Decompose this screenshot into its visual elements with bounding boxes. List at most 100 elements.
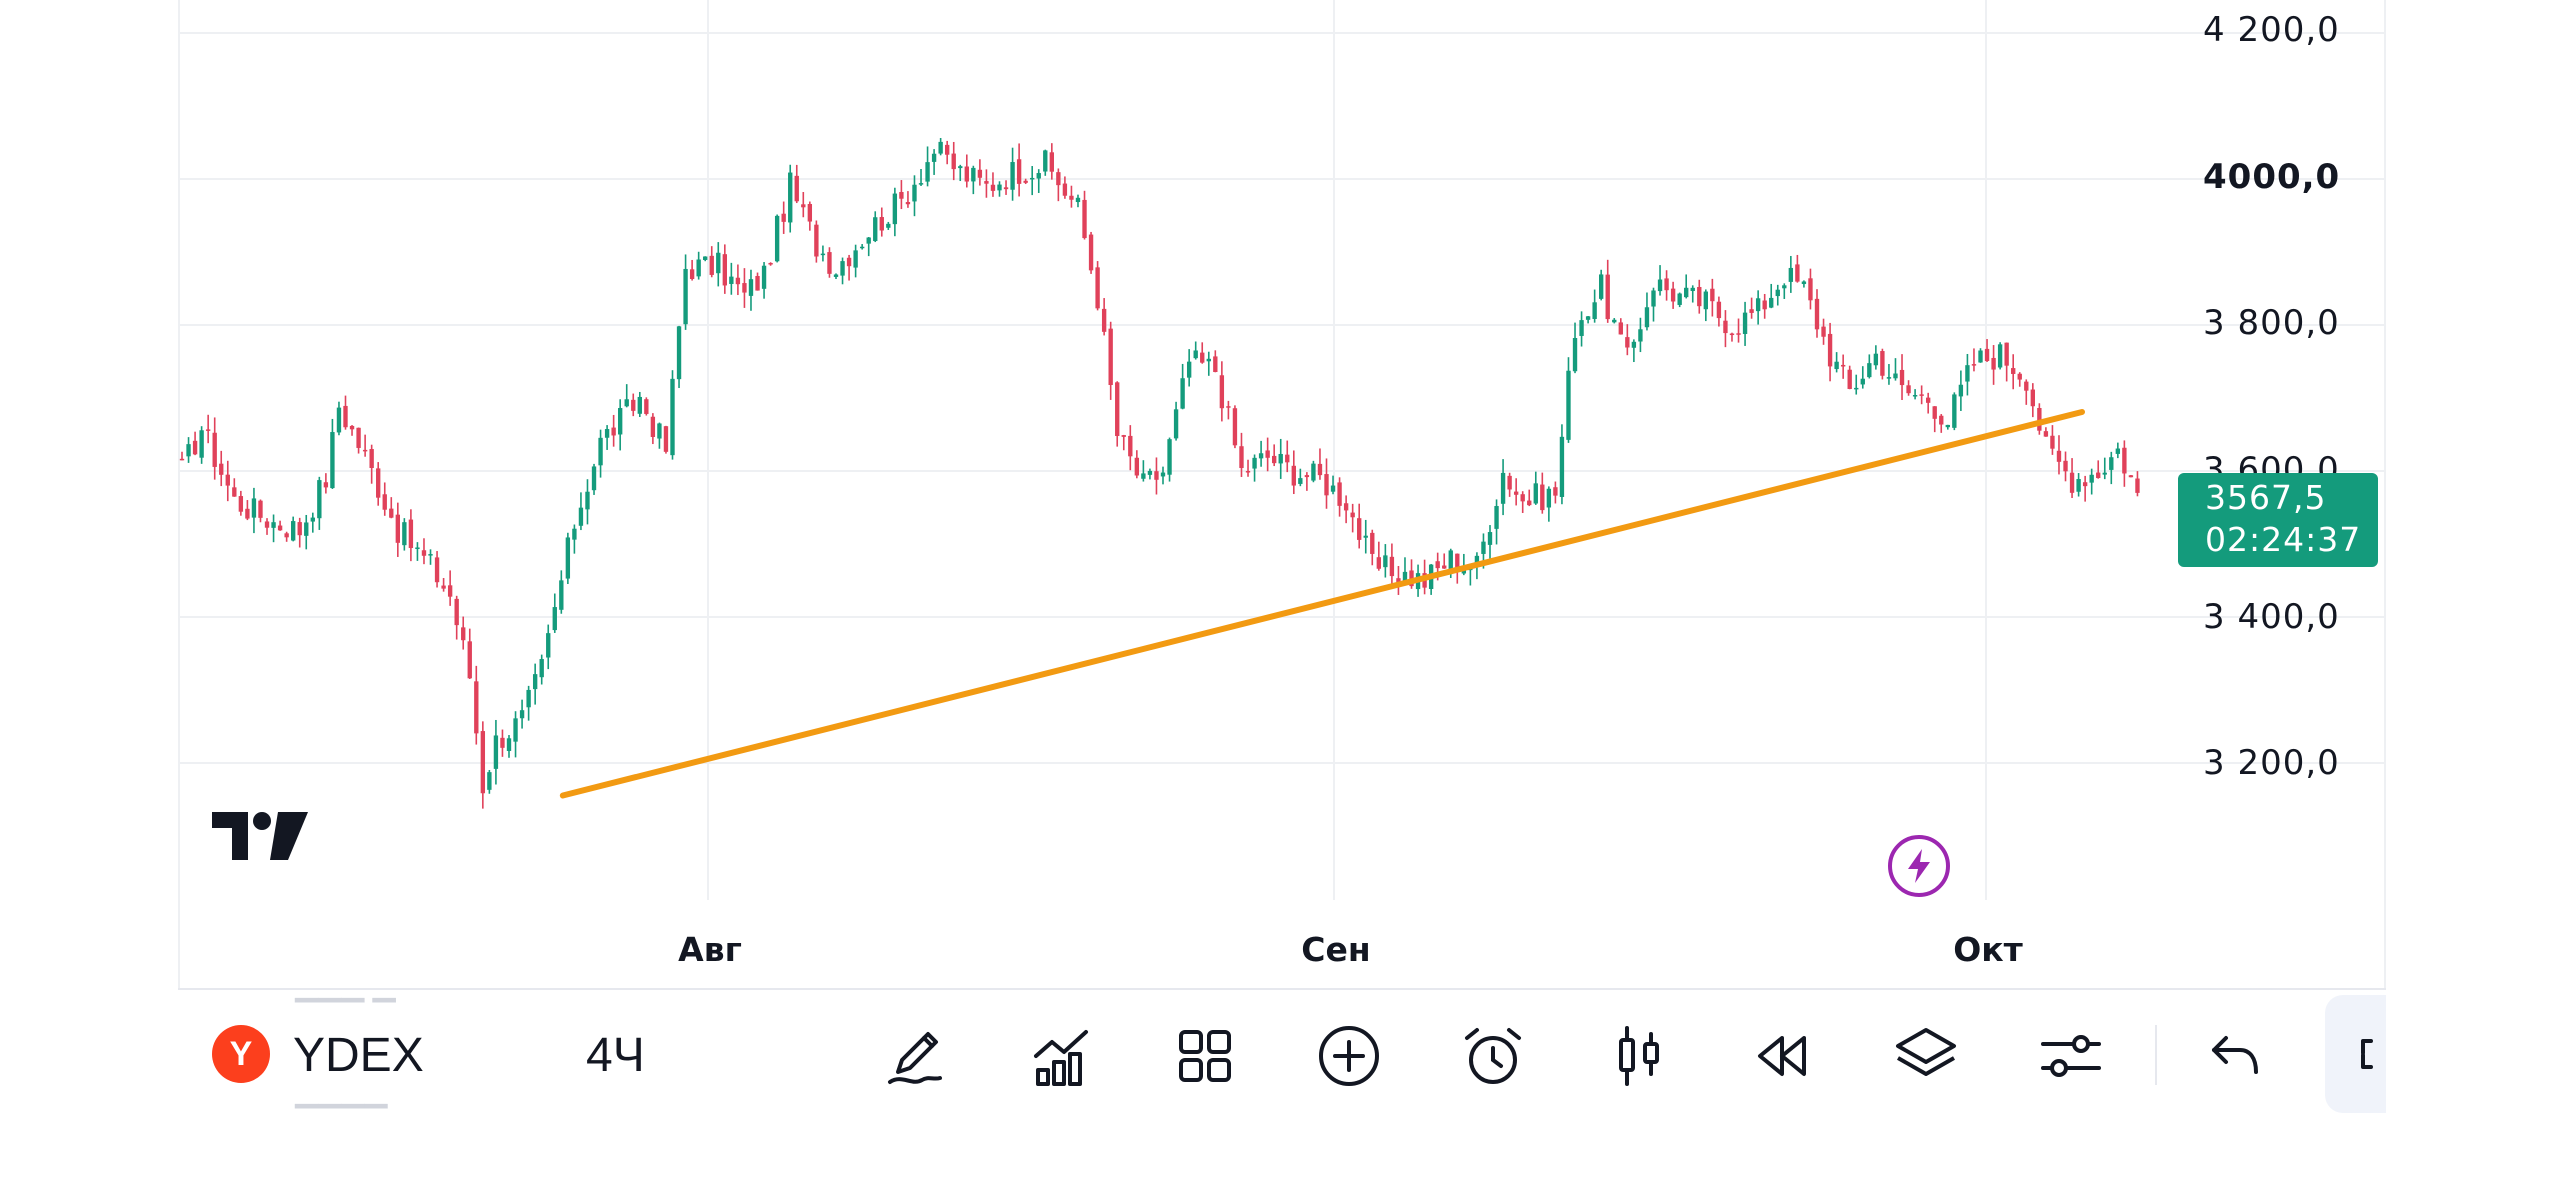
candle [493, 719, 499, 785]
candle [212, 417, 217, 480]
candle-body [2043, 431, 2049, 437]
undo-button[interactable] [2200, 1020, 2272, 1092]
candle-body [1141, 473, 1146, 479]
candle-body [644, 399, 649, 414]
chart-type-button[interactable] [1603, 1020, 1675, 1092]
price-axis-label: 4000,0 [2203, 157, 2341, 197]
symbol-logo-icon[interactable]: Y [212, 1025, 270, 1083]
candle-body [1343, 503, 1349, 511]
candle [951, 141, 956, 181]
candle-body [1546, 488, 1552, 508]
layouts-button[interactable] [1169, 1020, 1241, 1092]
candle [1088, 231, 1094, 274]
candle-body [931, 153, 937, 162]
candle-body [428, 554, 433, 556]
candle-body [2076, 479, 2081, 492]
drawing-tools-button[interactable] [880, 1020, 952, 1092]
candle-body [1827, 333, 1833, 367]
candle [572, 524, 577, 554]
layers-button[interactable] [1890, 1020, 1962, 1092]
candle [1128, 425, 1133, 471]
candle-body [1880, 351, 1885, 376]
candle [1710, 278, 1715, 317]
interval-button[interactable]: 4Ч [586, 1029, 645, 1082]
candle [415, 542, 420, 561]
candle-body [788, 172, 793, 223]
candle-body [1899, 369, 1905, 386]
candle [1285, 440, 1290, 473]
candle [1775, 284, 1780, 306]
candle-body [232, 487, 237, 497]
candle-body [1795, 264, 1800, 282]
candle-body [199, 430, 204, 458]
candle [356, 427, 361, 454]
candle [1003, 180, 1009, 195]
candle-body [546, 633, 551, 658]
candle-body [1945, 424, 1950, 428]
candle-body [1801, 281, 1807, 285]
candle [2030, 383, 2035, 418]
candle [1167, 437, 1172, 482]
symbol-search-button[interactable]: YDEX [293, 1029, 424, 1082]
candle [408, 509, 414, 562]
candle [1716, 296, 1722, 327]
candle [323, 473, 329, 494]
add-button[interactable] [1313, 1020, 1385, 1092]
candle [506, 735, 512, 758]
candle-body [251, 498, 257, 518]
candle [1330, 475, 1336, 495]
candle [611, 414, 616, 447]
candle [1755, 290, 1761, 325]
candle [1245, 459, 1251, 477]
candle-body [1376, 557, 1381, 569]
candle [1343, 495, 1349, 524]
candle [2063, 451, 2068, 482]
candle [1291, 450, 1296, 495]
candle-body [611, 427, 616, 436]
candle [526, 685, 531, 721]
candle [474, 665, 479, 745]
candle [1808, 268, 1813, 310]
candle [1533, 471, 1538, 505]
undo-icon [2212, 1036, 2258, 1074]
candle [1396, 565, 1401, 595]
indicators-button[interactable] [1026, 1020, 1098, 1092]
lightning-icon[interactable] [1888, 835, 1950, 897]
candle [644, 397, 649, 416]
candle-body [1160, 472, 1166, 477]
candle [1069, 185, 1074, 208]
candle-body [304, 522, 309, 536]
candle-body [1723, 320, 1728, 334]
candle [1690, 285, 1695, 303]
candle [2043, 427, 2049, 437]
candle [1684, 274, 1689, 299]
replay-button[interactable] [1746, 1020, 1818, 1092]
candle [1134, 450, 1140, 479]
candle-body [925, 162, 930, 182]
candle [598, 429, 603, 478]
candle [788, 164, 793, 233]
candle [1827, 322, 1833, 382]
candle [1729, 332, 1735, 342]
more-tools-tab[interactable] [2325, 995, 2386, 1113]
candle [1971, 348, 1977, 372]
candle [683, 254, 688, 330]
candle [1265, 437, 1270, 472]
pen-icon [888, 1032, 942, 1084]
candle [1036, 169, 1041, 193]
candle [912, 175, 917, 217]
candle [1906, 380, 1911, 396]
candle-body [1873, 353, 1879, 366]
candle-body [866, 237, 871, 244]
candle-body [748, 279, 754, 296]
chart-canvas[interactable] [0, 0, 2556, 985]
candle [1317, 448, 1323, 480]
candle-body [990, 184, 996, 191]
candle-body [382, 494, 387, 510]
candle-body [794, 175, 799, 202]
candle-body [591, 466, 597, 491]
alert-button[interactable] [1457, 1020, 1529, 1092]
settings-button[interactable] [2035, 1020, 2107, 1092]
candle [748, 269, 754, 311]
candle [1370, 529, 1375, 566]
